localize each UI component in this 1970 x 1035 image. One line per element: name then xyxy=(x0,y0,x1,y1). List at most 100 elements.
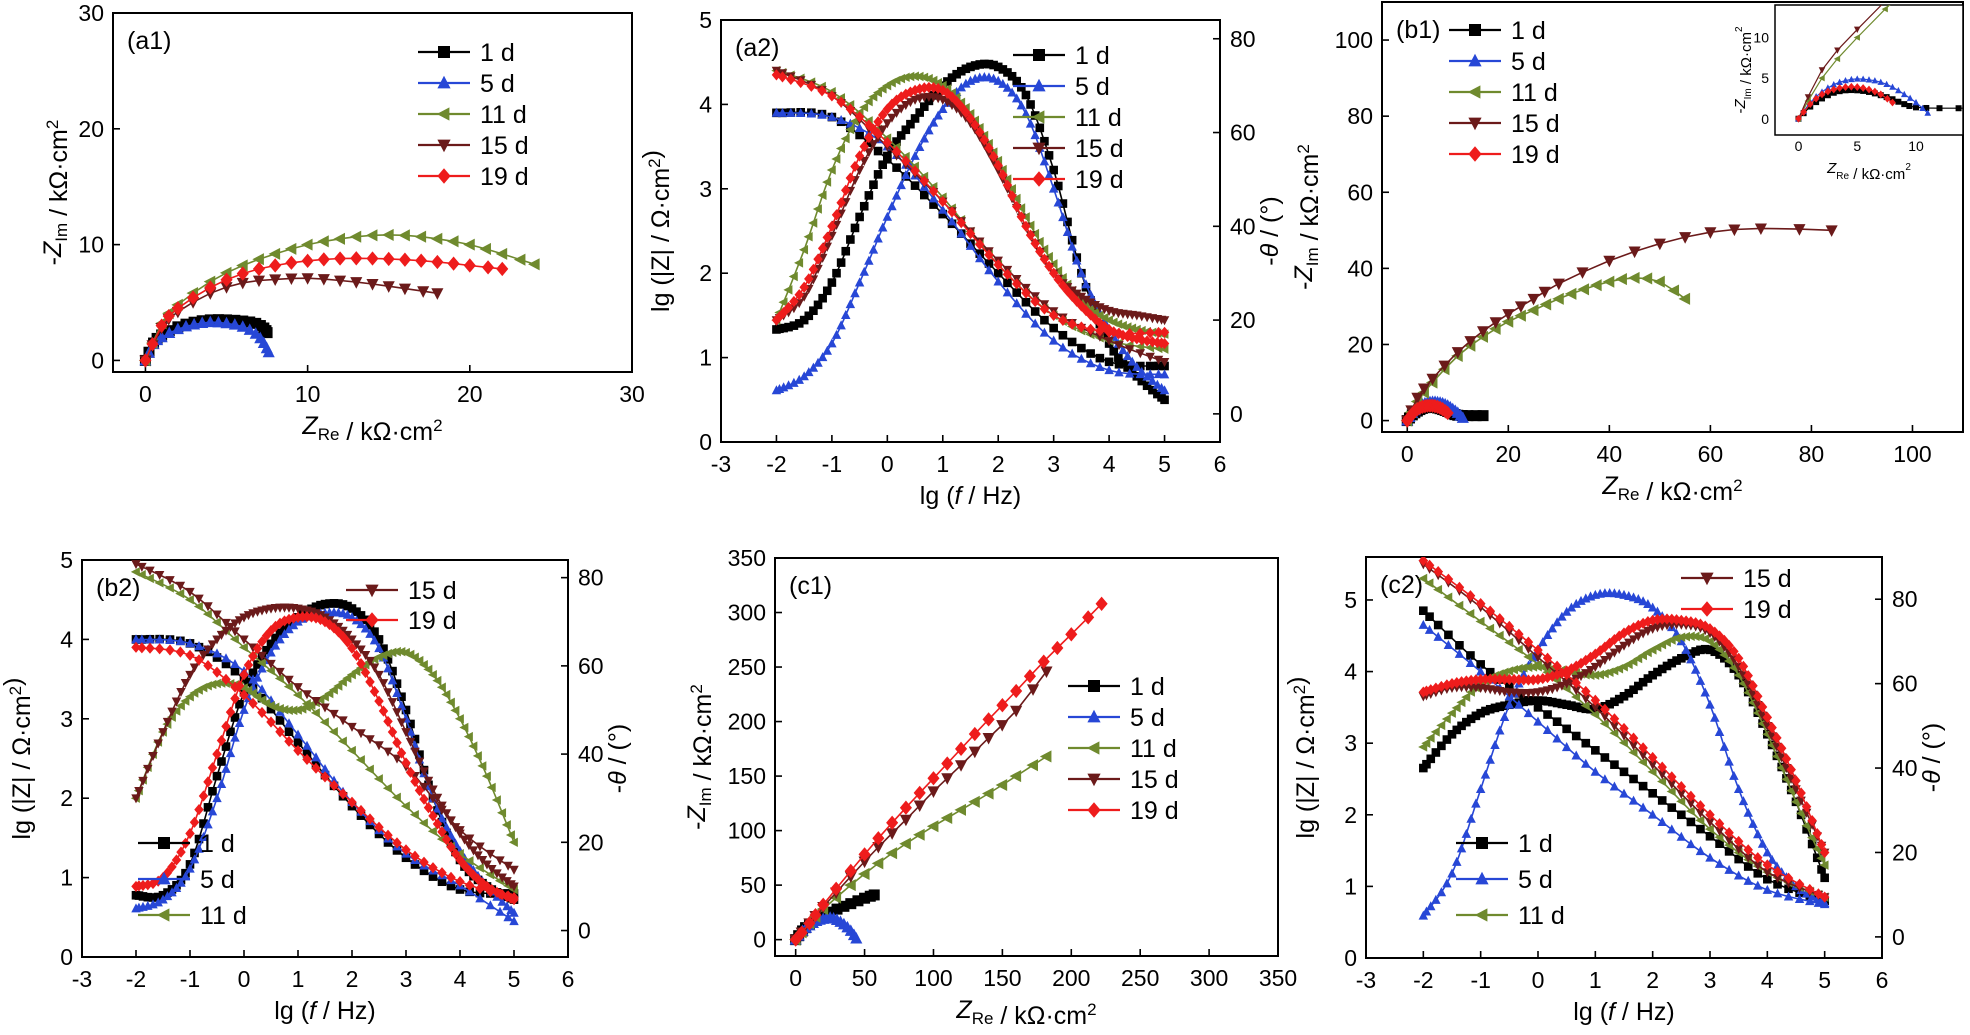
data-point xyxy=(212,653,222,662)
data-point xyxy=(288,705,298,716)
data-point xyxy=(1542,630,1553,640)
data-point xyxy=(1590,766,1601,776)
data-point xyxy=(1900,90,1908,98)
data-point xyxy=(846,235,855,244)
data-point xyxy=(1681,651,1691,661)
data-point xyxy=(154,643,165,655)
data-point xyxy=(293,738,303,747)
data-point xyxy=(1581,685,1591,697)
data-point xyxy=(1581,654,1591,666)
data-point xyxy=(789,295,799,308)
data-point xyxy=(906,119,915,129)
data-point xyxy=(1695,618,1706,630)
data-point xyxy=(1677,810,1686,820)
x-tick-label: 3 xyxy=(1704,967,1717,993)
data-point xyxy=(1724,639,1734,652)
data-point xyxy=(171,697,182,707)
data-point xyxy=(799,315,809,325)
data-point xyxy=(998,169,1008,181)
data-point xyxy=(1053,266,1063,276)
x-tick-label: 1 xyxy=(1589,967,1602,993)
data-point xyxy=(401,853,411,863)
data-point xyxy=(378,705,389,717)
data-point xyxy=(475,842,485,852)
data-point xyxy=(933,82,943,95)
data-point xyxy=(1812,827,1822,840)
legend-label: 15 d xyxy=(1743,565,1792,593)
data-point xyxy=(1021,220,1031,232)
data-point xyxy=(1609,633,1620,646)
data-point xyxy=(1538,637,1548,647)
data-point xyxy=(1576,703,1586,713)
data-point xyxy=(145,634,155,644)
data-point xyxy=(1590,694,1601,706)
y-tick-label: 4 xyxy=(699,91,712,117)
data-point xyxy=(841,246,851,256)
data-point xyxy=(1495,702,1505,712)
data-point xyxy=(1437,741,1446,751)
data-point xyxy=(1895,98,1902,105)
data-point xyxy=(927,771,940,786)
data-point xyxy=(1523,636,1534,648)
data-point xyxy=(418,818,428,828)
data-point xyxy=(1700,620,1710,632)
data-point xyxy=(1514,301,1527,313)
data-point xyxy=(131,634,141,644)
data-point xyxy=(347,635,357,645)
data-point xyxy=(910,165,920,177)
data-point xyxy=(154,634,165,644)
data-point xyxy=(1724,756,1734,766)
data-point xyxy=(253,660,262,669)
data-point xyxy=(391,792,401,803)
data-point xyxy=(1729,645,1739,658)
data-point xyxy=(243,323,256,335)
data-point xyxy=(794,374,804,384)
series-group xyxy=(1400,223,1838,428)
data-point xyxy=(1007,190,1017,202)
data-point xyxy=(1714,827,1725,837)
y-tick-label: 2 xyxy=(60,785,73,811)
data-point xyxy=(1919,104,1926,111)
data-point xyxy=(293,729,303,739)
plot-frame xyxy=(1381,1,1964,433)
legend-marker xyxy=(1087,709,1101,723)
data-point xyxy=(1800,108,1807,116)
data-point xyxy=(1552,660,1562,672)
data-point xyxy=(473,851,483,861)
legend-marker xyxy=(1087,773,1101,787)
data-point xyxy=(383,715,393,728)
legend-label: 19 d xyxy=(1743,596,1792,624)
data-point xyxy=(1562,700,1571,710)
data-point xyxy=(1748,818,1758,828)
data-point xyxy=(998,65,1008,74)
data-point xyxy=(1451,347,1464,359)
data-point xyxy=(1628,732,1639,744)
data-point xyxy=(1476,660,1485,669)
data-point xyxy=(317,252,330,267)
data-point xyxy=(1561,665,1572,677)
y-tick-label: 200 xyxy=(728,709,766,735)
data-point xyxy=(832,268,841,278)
data-point xyxy=(1159,357,1170,367)
data-point xyxy=(212,771,222,781)
data-point xyxy=(841,184,851,196)
data-point xyxy=(927,786,940,798)
data-point xyxy=(202,609,212,619)
data-point xyxy=(1509,699,1519,708)
data-point xyxy=(899,837,911,850)
data-point xyxy=(427,826,437,836)
legend-marker xyxy=(1476,837,1488,849)
data-point xyxy=(919,190,929,200)
data-point xyxy=(877,109,888,121)
data-point xyxy=(212,315,225,328)
legend-item: 19 d xyxy=(418,163,529,191)
data-point xyxy=(496,261,509,277)
data-point xyxy=(850,223,860,233)
data-point xyxy=(155,330,168,343)
data-point xyxy=(854,277,865,287)
data-point xyxy=(887,113,897,123)
data-point xyxy=(428,785,438,795)
data-point xyxy=(1581,704,1591,714)
data-point xyxy=(1456,843,1467,853)
data-point xyxy=(459,722,469,733)
